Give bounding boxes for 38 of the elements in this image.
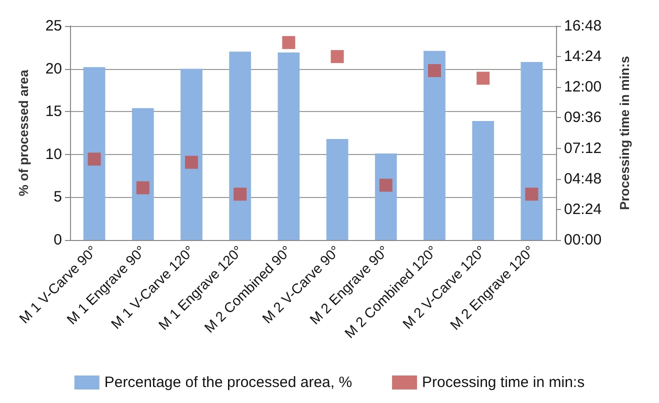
y-tick-label: 0 [54, 232, 62, 248]
y2-tick-label: 16:48 [564, 18, 602, 34]
point [88, 152, 101, 166]
point [330, 50, 344, 64]
bar [472, 121, 494, 240]
bar [278, 52, 300, 240]
bar [83, 67, 106, 240]
bar [520, 62, 543, 240]
y2-tick-label: 12:00 [564, 78, 602, 96]
point [525, 188, 538, 201]
bar [424, 50, 446, 240]
y2-axis-title: Processing time in min:s [617, 56, 632, 210]
y-tick-label: 10 [45, 146, 62, 163]
bar [374, 154, 397, 240]
y-tick-label: 25 [45, 18, 62, 34]
bar [326, 138, 348, 240]
y2-tick-label: 04:48 [564, 170, 602, 188]
y-tick-label: 20 [45, 60, 62, 78]
point [136, 181, 150, 194]
point [476, 72, 490, 85]
point [185, 156, 198, 169]
y-axis-title: % of processed area [16, 69, 31, 196]
legend-label: Processing time in min:s [422, 374, 585, 391]
bar [229, 52, 252, 240]
bar [132, 108, 154, 240]
y2-tick-label: 14:24 [564, 48, 602, 66]
point [379, 178, 392, 192]
y-tick-label: 15 [45, 103, 62, 120]
y2-tick-label: 07:12 [564, 140, 602, 157]
point [282, 36, 296, 50]
y-tick-label: 5 [54, 188, 62, 206]
bar [180, 68, 202, 240]
y2-tick-label: 09:36 [564, 109, 602, 126]
legend-label: Percentage of the processed area, % [104, 374, 352, 391]
point [428, 64, 441, 78]
y2-tick-label: 00:00 [564, 232, 602, 248]
y2-tick-label: 02:24 [564, 200, 602, 218]
point [234, 188, 247, 201]
